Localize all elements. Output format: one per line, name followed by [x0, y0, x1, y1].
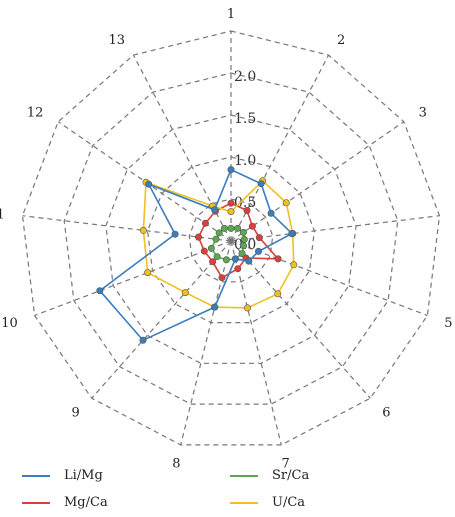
- data-point-u-ca: [244, 304, 252, 312]
- data-point-li-mg: [96, 287, 104, 295]
- data-point-mg-ca: [227, 199, 235, 207]
- data-point-sr-ca: [227, 224, 235, 232]
- data-point-mg-ca: [218, 274, 226, 282]
- data-point-mg-ca: [243, 207, 251, 215]
- data-point-sr-ca: [222, 256, 230, 264]
- spoke-5: [230, 240, 428, 317]
- grid-ring-4: [63, 72, 399, 405]
- axis-label-3: 3: [419, 106, 427, 121]
- axis-label-11: 11: [0, 208, 5, 223]
- data-point-u-ca: [290, 261, 298, 269]
- axis-label-5: 5: [444, 316, 452, 331]
- axis-label-7: 7: [281, 456, 289, 471]
- spoke-11: [22, 215, 232, 242]
- data-point-sr-ca: [239, 228, 247, 236]
- axis-label-13: 13: [108, 33, 125, 48]
- legend-item-sr-ca: Sr/Ca: [230, 468, 309, 483]
- spoke-4: [230, 215, 440, 242]
- data-point-li-mg: [267, 209, 275, 217]
- spoke-6: [230, 240, 371, 399]
- data-point-sr-ca: [240, 235, 248, 243]
- data-point-mg-ca: [255, 234, 263, 242]
- spoke-7: [230, 240, 282, 446]
- data-point-sr-ca: [212, 235, 220, 243]
- legend-label-mg-ca: Mg/Ca: [64, 495, 108, 510]
- data-point-li-mg: [139, 336, 147, 344]
- spoke-13: [132, 54, 232, 242]
- data-point-mg-ca: [201, 219, 209, 227]
- data-point-sr-ca: [234, 224, 242, 232]
- data-point-sr-ca: [207, 244, 215, 252]
- axis-label-2: 2: [337, 33, 345, 48]
- radial-tick-label: 1.0: [234, 153, 256, 169]
- data-point-mg-ca: [200, 247, 208, 255]
- legend-label-u-ca: U/Ca: [272, 495, 306, 510]
- grid-ring-2: [146, 156, 316, 324]
- data-point-li-mg: [171, 230, 179, 238]
- legend-swatch-li-mg: [22, 474, 50, 477]
- radial-tick-label: 1.5: [234, 111, 256, 127]
- data-point-sr-ca: [238, 250, 246, 258]
- legend-swatch-mg-ca: [22, 501, 50, 504]
- legend-swatch-sr-ca: [230, 474, 258, 477]
- data-point-li-mg: [245, 257, 253, 265]
- data-point-u-ca: [282, 199, 290, 207]
- series-line-u-ca: [142, 179, 295, 309]
- spoke-2: [230, 54, 330, 242]
- grid-ring-3: [105, 114, 357, 364]
- data-point-li-mg: [227, 166, 235, 174]
- data-point-li-mg: [288, 230, 296, 238]
- data-point-u-ca: [144, 269, 152, 277]
- data-point-mg-ca: [195, 233, 203, 241]
- data-point-mg-ca: [248, 222, 256, 230]
- data-point-mg-ca: [209, 258, 217, 266]
- data-point-u-ca: [181, 289, 189, 297]
- data-point-mg-ca: [234, 265, 242, 273]
- data-point-li-mg: [231, 255, 239, 263]
- series-line-li-mg: [98, 168, 294, 342]
- data-point-li-mg: [255, 247, 263, 255]
- spoke-8: [180, 240, 232, 446]
- data-point-u-ca: [139, 226, 147, 234]
- axis-label-9: 9: [72, 406, 80, 421]
- radial-tick-label: 2.0: [234, 69, 256, 85]
- data-point-sr-ca: [240, 242, 248, 250]
- data-point-mg-ca: [274, 255, 282, 263]
- axis-label-8: 8: [172, 456, 180, 471]
- legend-swatch-u-ca: [230, 501, 258, 504]
- axis-label-10: 10: [1, 316, 18, 331]
- spoke-9: [91, 240, 232, 399]
- grid-ring-1: [188, 198, 274, 283]
- legend: Li/Mg Sr/Ca Mg/Ca U/Ca: [22, 468, 452, 516]
- legend-label-sr-ca: Sr/Ca: [272, 468, 310, 483]
- spoke-12: [57, 121, 232, 242]
- data-point-li-mg: [257, 180, 265, 188]
- data-point-sr-ca: [215, 229, 223, 237]
- axis-label-1: 1: [227, 7, 235, 22]
- legend-item-mg-ca: Mg/Ca: [22, 495, 108, 510]
- data-point-li-mg: [211, 303, 219, 311]
- data-point-u-ca: [274, 290, 282, 298]
- legend-item-u-ca: U/Ca: [230, 495, 305, 510]
- axis-label-6: 6: [382, 406, 390, 421]
- legend-item-li-mg: Li/Mg: [22, 468, 103, 483]
- data-point-li-mg: [211, 206, 219, 214]
- axis-label-12: 12: [27, 106, 44, 121]
- data-point-sr-ca: [220, 224, 228, 232]
- spoke-10: [34, 240, 232, 317]
- spoke-3: [230, 121, 405, 242]
- data-point-u-ca: [227, 208, 235, 216]
- legend-label-li-mg: Li/Mg: [64, 468, 103, 483]
- data-point-sr-ca: [213, 253, 221, 261]
- grid-ring-5: [21, 30, 441, 446]
- data-point-li-mg: [145, 180, 153, 188]
